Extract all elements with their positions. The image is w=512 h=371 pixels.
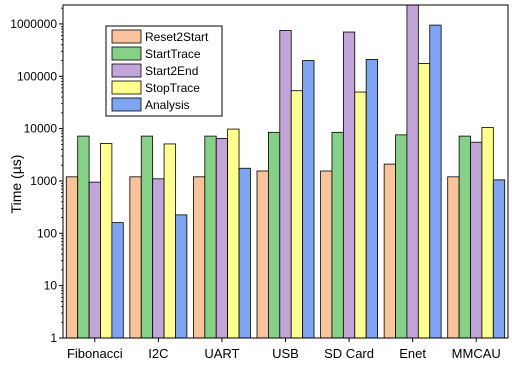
bar — [383, 163, 396, 339]
bar — [256, 170, 269, 339]
bar — [447, 176, 460, 339]
legend-label: Reset2Start — [145, 30, 209, 44]
y-tick-label: 1000000 — [10, 17, 57, 31]
bar — [290, 90, 304, 339]
bar — [279, 30, 292, 339]
bar — [481, 127, 494, 339]
bar — [175, 214, 188, 339]
bar — [77, 135, 90, 339]
bar — [320, 170, 333, 339]
bar — [88, 181, 101, 339]
bar — [65, 176, 79, 339]
bar — [331, 131, 344, 339]
y-tick-label: 100 — [37, 226, 57, 240]
y-axis-label: Time (µs) — [8, 155, 24, 214]
bar — [152, 178, 165, 339]
axes: 1 10 100 1000 10000 100000 1000000 Fibonacci I2C… — [10, 4, 509, 361]
bar — [100, 143, 113, 339]
x-tick-label: SD Card — [324, 346, 374, 361]
y-tick-label: 10000 — [24, 122, 58, 136]
legend-swatch — [111, 46, 142, 61]
legend: Reset2Start StartTrace Start2End StopTrace A… — [105, 25, 223, 117]
bar — [429, 24, 442, 339]
plot-area — [65, 4, 506, 339]
x-tick-label: USB — [272, 346, 299, 361]
bar — [354, 91, 367, 339]
legend-swatch — [111, 29, 142, 44]
legend-swatch — [111, 63, 142, 78]
bar — [193, 176, 206, 339]
bar — [267, 131, 281, 339]
bar — [342, 31, 356, 339]
legend-label: StartTrace — [145, 47, 201, 61]
legend-label: Analysis — [145, 98, 190, 112]
bar — [129, 176, 142, 339]
legend-label: StopTrace — [145, 81, 200, 95]
bar — [406, 4, 419, 339]
bar — [417, 63, 431, 339]
x-tick-label: Fibonacci — [67, 346, 123, 361]
x-tick-label: I2C — [148, 346, 168, 361]
bar — [302, 60, 315, 339]
bar — [395, 134, 408, 339]
bar — [365, 59, 378, 339]
legend-swatch — [111, 80, 142, 95]
x-tick-label: MMCAU — [452, 346, 501, 361]
legend-label: Start2End — [145, 64, 198, 78]
bar — [140, 135, 154, 339]
bar — [163, 143, 176, 339]
legend-swatch — [111, 97, 142, 112]
bar — [492, 179, 506, 339]
y-tick-label: 1 — [50, 331, 57, 345]
bar — [458, 135, 471, 339]
bar — [227, 128, 240, 339]
x-tick-label: Enet — [399, 346, 426, 361]
y-tick-label: 1000 — [30, 174, 57, 188]
bar — [215, 138, 229, 339]
bar — [470, 141, 483, 339]
x-tick-label: UART — [204, 346, 239, 361]
bar — [204, 135, 217, 339]
bar — [238, 167, 251, 339]
y-tick-label: 100000 — [17, 69, 57, 83]
bar — [111, 222, 124, 339]
y-tick-label: 10 — [44, 279, 58, 293]
